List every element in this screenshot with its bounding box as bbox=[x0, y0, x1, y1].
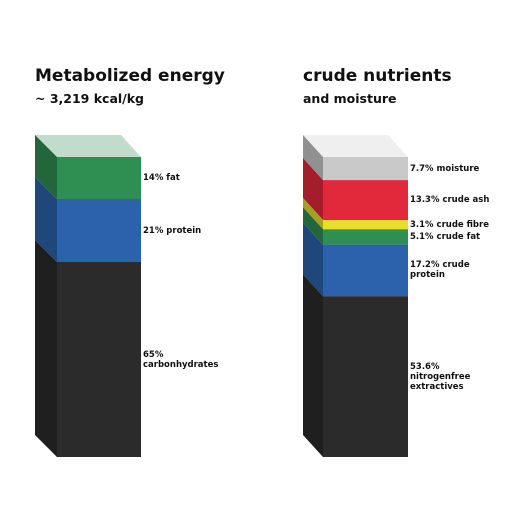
bar-side bbox=[303, 207, 323, 245]
bar-segment bbox=[323, 180, 408, 220]
value-label: 65% carbonhydrates bbox=[143, 349, 219, 370]
bar-segment bbox=[57, 157, 141, 199]
value-label: 7.7% moisture bbox=[410, 163, 480, 174]
value-label: 3.1% crude fibre bbox=[410, 219, 489, 230]
chart-title: Metabolized energy bbox=[35, 66, 225, 86]
bar-segment bbox=[57, 199, 141, 262]
top-face bbox=[35, 135, 141, 157]
bar-side bbox=[35, 240, 57, 457]
chart-subtitle: ~ 3,219 kcal/kg bbox=[35, 91, 144, 106]
bar-side bbox=[303, 274, 323, 457]
bar-side bbox=[303, 135, 323, 181]
bar-segment bbox=[323, 244, 408, 297]
value-label: 5.1% crude fat bbox=[410, 231, 481, 242]
bar-side bbox=[303, 158, 323, 220]
bar-side bbox=[303, 222, 323, 297]
top-face bbox=[303, 135, 408, 157]
value-label: 21% protein bbox=[143, 225, 202, 236]
bar-segment bbox=[323, 229, 408, 245]
chart-title: crude nutrients bbox=[303, 66, 452, 86]
bar-segment bbox=[323, 220, 408, 230]
value-label: 13.3% crude ash bbox=[410, 195, 490, 206]
chart-subtitle: and moisture bbox=[303, 91, 397, 106]
value-label: 14% fat bbox=[143, 173, 180, 183]
bar-side bbox=[35, 135, 57, 199]
bar-segment bbox=[323, 157, 408, 181]
bar-side bbox=[303, 198, 323, 230]
bar-segment bbox=[323, 296, 408, 457]
bar-segment bbox=[57, 262, 141, 457]
bar-side bbox=[35, 177, 57, 262]
value-label: 53.6% nitrogenfree extractives bbox=[410, 361, 471, 392]
value-label: 17.2% crude protein bbox=[410, 260, 470, 281]
